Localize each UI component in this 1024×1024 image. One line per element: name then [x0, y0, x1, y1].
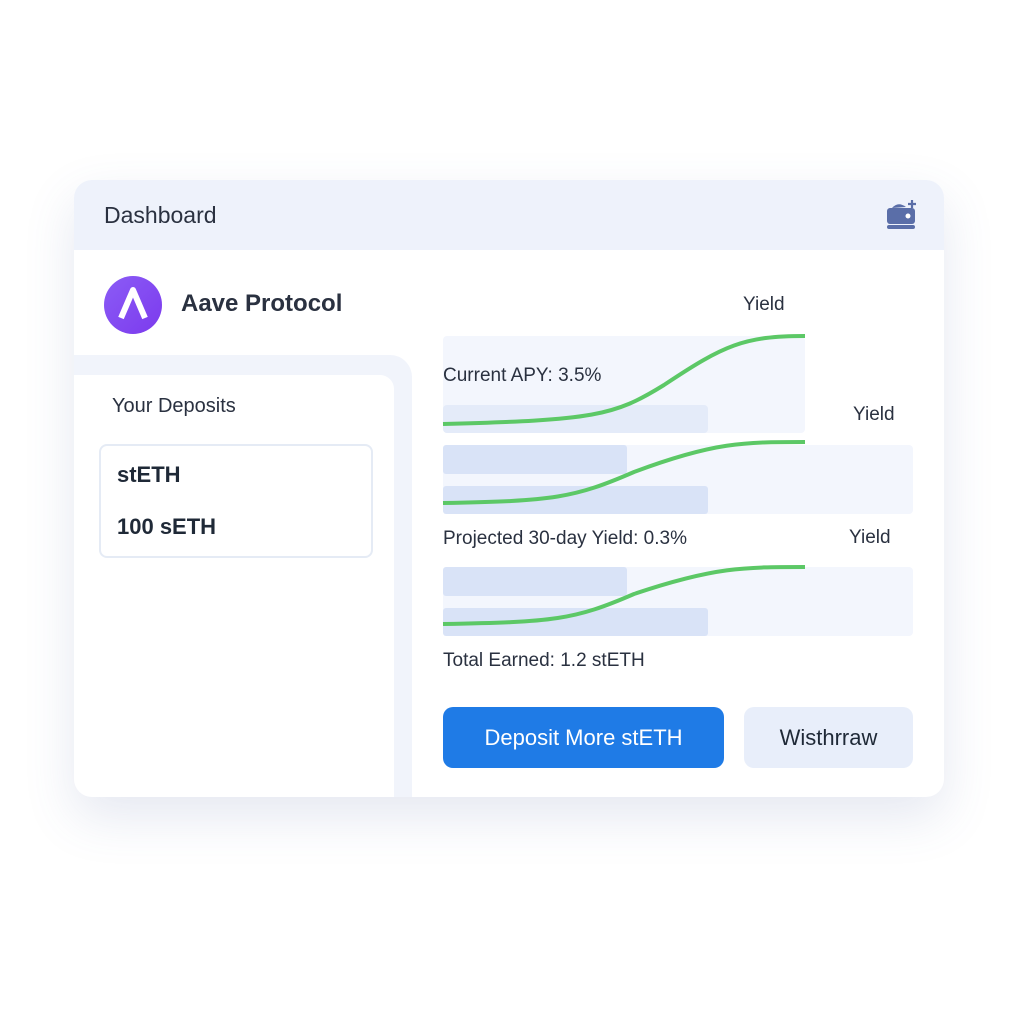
aave-logo-icon — [118, 287, 148, 320]
chart-label: Yield — [849, 527, 891, 548]
projected-yield: Projected 30-day Yield: 0.3% — [443, 528, 687, 549]
current-apy: Current APY: 3.5% — [443, 365, 602, 386]
chart-3 — [442, 565, 913, 636]
chart-2 — [442, 440, 913, 514]
deposit-item[interactable]: stETH 100 sETH — [99, 444, 373, 558]
chart-label: Yield — [853, 404, 895, 425]
header: Dashboard — [74, 180, 944, 250]
withdraw-button[interactable]: Wisthrraw — [744, 707, 913, 768]
page-title: Dashboard — [104, 202, 217, 228]
dashboard-card: Dashboard Aave Protocol Your Deposits st… — [74, 180, 944, 797]
deposit-asset: stETH — [117, 462, 181, 487]
chart-1 — [442, 334, 806, 433]
deposit-amount: 100 sETH — [117, 514, 217, 539]
chart-label: Yield — [743, 294, 785, 315]
protocol-name: Aave Protocol — [181, 290, 343, 317]
total-earned: Total Earned: 1.2 stETH — [443, 650, 645, 671]
deposits-heading: Your Deposits — [112, 395, 236, 417]
wallet-add-icon[interactable] — [884, 198, 918, 232]
yield-charts — [442, 334, 913, 636]
deposit-more-button[interactable]: Deposit More stETH — [443, 707, 724, 768]
protocol-logo — [104, 276, 162, 334]
